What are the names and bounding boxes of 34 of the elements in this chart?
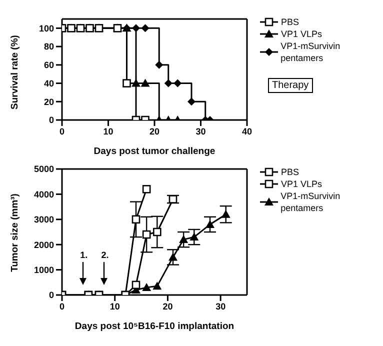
x-tick-label: 30	[216, 301, 226, 312]
y-tick-label: 5000	[34, 164, 54, 174]
y-tick-label: 80	[44, 42, 54, 52]
text: Therapy	[268, 78, 313, 93]
y-tick-label: 60	[44, 60, 54, 70]
x-tick-label: 20	[162, 301, 173, 312]
legend-label: VP1 VLPs	[281, 28, 322, 40]
annotation: 1.	[80, 250, 88, 260]
x-axis-title: Days post tumor challenge	[94, 146, 216, 157]
annotation: 2.	[101, 250, 109, 260]
x-tick-label: 10	[103, 126, 114, 136]
legend-label: VP1-mSurvivin pentamers	[280, 190, 342, 214]
y-axis-title: Survival rate (%)	[9, 35, 20, 110]
y-axis-title: Tumor size (mm³)	[9, 194, 20, 272]
y-tick-label: 0	[48, 115, 54, 126]
x-tick-label: 30	[196, 126, 206, 136]
x-tick-label: 40	[242, 126, 252, 136]
legend-label: PBS	[281, 16, 300, 28]
x-tick-label: 0	[59, 301, 65, 312]
y-tick-label: 1000	[34, 264, 54, 275]
y-tick-label: 40	[44, 78, 54, 88]
y-tick-label: 20	[44, 96, 54, 107]
legend-label: VP1-mSurvivin pentamers	[280, 40, 342, 64]
y-tick-label: 0	[48, 290, 54, 300]
x-tick-label: 20	[149, 126, 160, 136]
y-tick-label: 3000	[34, 214, 54, 225]
x-tick-label: 0	[59, 126, 65, 136]
legend-label: PBS	[281, 166, 300, 178]
x-tick-label: 10	[110, 301, 120, 312]
x-axis-title: Days post 10⁵B16-F10 implantation	[74, 321, 234, 332]
y-tick-label: 2000	[34, 240, 54, 250]
y-tick-label: 4000	[34, 189, 54, 200]
y-tick-label: 100	[38, 23, 54, 34]
legend-label: VP1 VLPs	[281, 178, 322, 190]
